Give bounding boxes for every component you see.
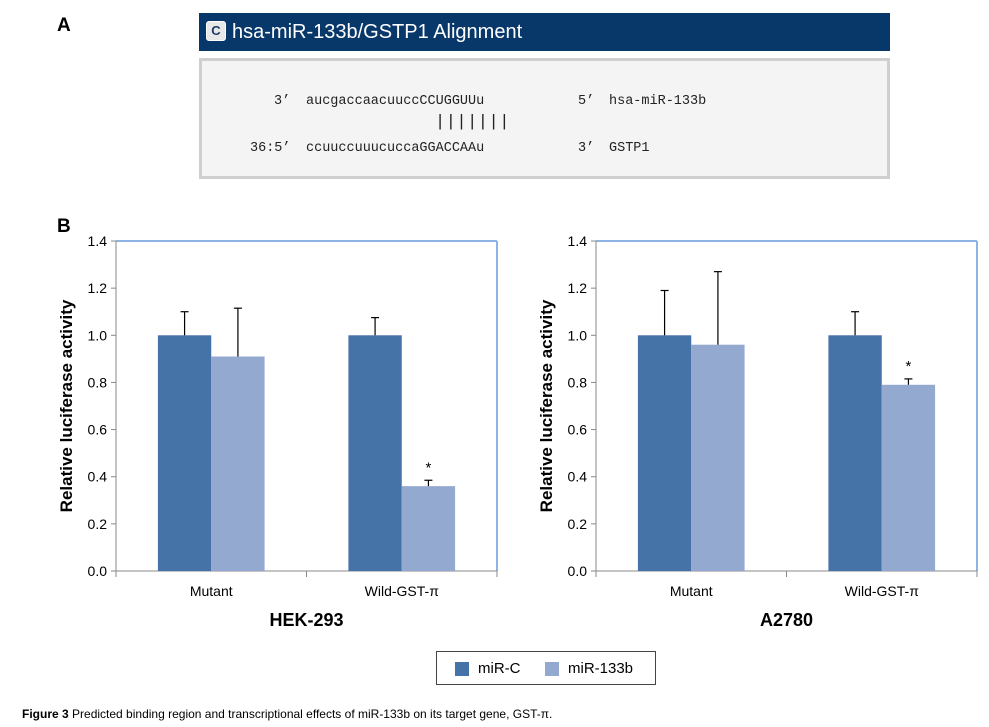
significance-marker: * (425, 459, 431, 476)
line1-end: 5’ (578, 94, 595, 109)
legend-label-mir-c: miR-C (478, 660, 521, 677)
legend: miR-C miR-133b (436, 651, 656, 685)
y-tick-label: 1.2 (568, 280, 588, 296)
alignment-title: hsa-miR-133b/GSTP1 Alignment (232, 21, 523, 43)
bar-mir-c (348, 335, 402, 571)
pairing-lines: ||||||| (435, 113, 510, 132)
x-tick-label: Mutant (190, 583, 233, 599)
y-tick-label: 0.2 (88, 516, 108, 532)
y-tick-label: 0.4 (88, 469, 108, 485)
line1-prefix: 3’ (274, 94, 291, 109)
y-tick-label: 1.2 (88, 280, 108, 296)
y-axis-label: Relative luciferase activity (537, 299, 556, 512)
chart-a2780: 0.0 0.2 0.4 0.6 0.8 1.0 1.2 1.4 Mutant Wild-GST-π… (530, 228, 989, 643)
y-tick-label: 0.6 (88, 422, 108, 438)
mirna-sequence: aucgaccaacuuccCCUGGUUu (306, 94, 485, 109)
y-tick-label: 0.8 (568, 374, 588, 390)
legend-swatch-mir-133b (545, 662, 559, 676)
y-tick-label: 0.4 (568, 469, 588, 485)
chart-title: HEK-293 (269, 610, 343, 630)
line2-prefix: 36:5’ (250, 141, 291, 156)
alignment-box: 3’ aucgaccaacuuccCCUGGUUu 5’ hsa-miR-133… (199, 58, 890, 179)
bar-mir-133b (401, 486, 456, 571)
caption-text: Predicted binding region and transcripti… (72, 707, 553, 721)
bar-mir-c (828, 335, 882, 571)
significance-marker: * (905, 358, 911, 375)
legend-swatch-mir-c (455, 662, 469, 676)
y-tick-label: 1.0 (88, 327, 108, 343)
panel-label-a: A (57, 15, 71, 36)
line2-end: 3’ (578, 141, 595, 156)
y-tick-label: 1.4 (568, 233, 588, 249)
x-tick-label: Wild-GST-π (365, 583, 440, 599)
x-tick-label: Wild-GST-π (845, 583, 920, 599)
legend-label-mir-133b: miR-133b (568, 660, 634, 677)
bar-mir-c (157, 335, 212, 571)
chart-hek293-svg: 0.0 0.2 0.4 0.6 0.8 1.0 1.2 1.4 Mutant Wild-GST-π… (57, 233, 498, 630)
gene-sequence: ccuuccuuucuccaGGACCAAu (306, 141, 485, 156)
mirna-name: hsa-miR-133b (609, 94, 707, 109)
chart-hek293: 0.0 0.2 0.4 0.6 0.8 1.0 1.2 1.4 Mutant Wild-GST-π… (50, 228, 510, 643)
caption-label: Figure 3 (22, 707, 69, 721)
gene-name: GSTP1 (609, 141, 650, 156)
bar-mir-c (637, 335, 692, 571)
c-icon: C (206, 21, 226, 41)
y-tick-label: 0.0 (88, 563, 108, 579)
panel-label-b: B (57, 216, 71, 237)
bar-mir-133b (211, 356, 265, 571)
bar-mir-133b (881, 384, 936, 571)
bar-mir-133b (691, 344, 745, 571)
y-tick-label: 1.0 (568, 327, 588, 343)
y-tick-label: 0.2 (568, 516, 588, 532)
y-axis-label: Relative luciferase activity (57, 299, 76, 512)
alignment-header: C hsa-miR-133b/GSTP1 Alignment (199, 13, 890, 51)
chart-title: A2780 (760, 610, 813, 630)
x-tick-label: Mutant (670, 583, 713, 599)
y-tick-label: 0.6 (568, 422, 588, 438)
y-tick-label: 0.8 (88, 374, 108, 390)
y-tick-label: 0.0 (568, 563, 588, 579)
y-tick-label: 1.4 (88, 233, 108, 249)
chart-a2780-svg: 0.0 0.2 0.4 0.6 0.8 1.0 1.2 1.4 Mutant Wild-GST-π… (537, 233, 978, 630)
figure-caption: Figure 3 Predicted binding region and tr… (22, 707, 552, 721)
